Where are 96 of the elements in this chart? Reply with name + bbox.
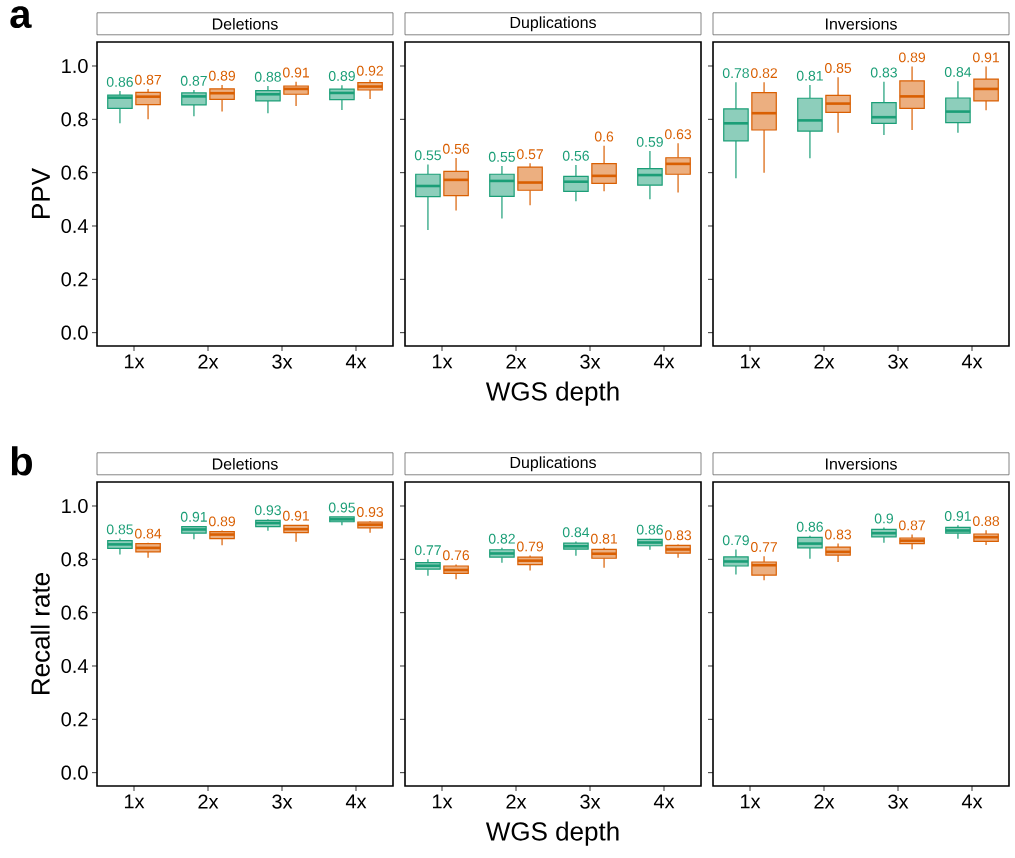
x-tick-label: 3x bbox=[888, 354, 909, 369]
x-tick-label: 3x bbox=[888, 794, 909, 809]
text: 0.63 bbox=[664, 129, 692, 140]
chart-title: Deletions bbox=[212, 17, 278, 30]
y-tick-label: 0.0 bbox=[61, 765, 88, 780]
y-tick-label: 1.0 bbox=[62, 498, 88, 514]
text: 0.55 bbox=[414, 150, 441, 161]
text: 0.89 bbox=[208, 70, 236, 81]
text: 0.79 bbox=[516, 541, 544, 552]
text: 0.56 bbox=[562, 150, 589, 161]
text: 0.88 bbox=[254, 71, 281, 82]
x-tick-label: 1x bbox=[124, 354, 145, 369]
text: 0.9 bbox=[874, 513, 894, 524]
text: 0.77 bbox=[414, 545, 441, 556]
x-tick-label: 3x bbox=[272, 794, 293, 809]
text: 0.81 bbox=[796, 70, 823, 81]
text: 0.92 bbox=[356, 65, 383, 76]
text: 0.93 bbox=[356, 507, 384, 517]
text: 0.84 bbox=[944, 67, 972, 77]
x-tick-label: 2x bbox=[814, 354, 835, 369]
text: 0.87 bbox=[898, 520, 925, 531]
text: 0.91 bbox=[282, 67, 309, 78]
x-tick-label: 1x bbox=[432, 794, 453, 809]
chart-title: Inversions bbox=[826, 17, 897, 30]
text: 0.86 bbox=[796, 521, 823, 532]
x-tick-label: 2x bbox=[198, 354, 219, 369]
text: 0.56 bbox=[442, 143, 470, 154]
text: 0.88 bbox=[972, 516, 1000, 527]
chart-title: Duplications bbox=[510, 16, 596, 32]
x-axis-title: WGS depth bbox=[485, 821, 619, 846]
x-tick-label: 3x bbox=[580, 794, 601, 809]
text: 0.83 bbox=[824, 529, 852, 540]
y-tick-label: 0.2 bbox=[61, 712, 88, 727]
x-tick-label: 3x bbox=[580, 354, 601, 369]
text: 0.82 bbox=[750, 68, 777, 79]
text: 0.87 bbox=[180, 75, 207, 86]
text: 0.85 bbox=[106, 524, 133, 535]
y-tick-label: 0.6 bbox=[61, 165, 88, 180]
text: a bbox=[10, 6, 32, 29]
text: 0.86 bbox=[106, 76, 133, 87]
text: 0.93 bbox=[254, 505, 281, 516]
text: 0.81 bbox=[590, 533, 617, 544]
chart-title: Deletions bbox=[212, 457, 278, 470]
text: 0.84 bbox=[562, 527, 590, 538]
y-axis-title: Recall rate bbox=[30, 573, 50, 694]
text: 0.55 bbox=[488, 151, 515, 162]
chart-title: Inversions bbox=[826, 457, 897, 470]
x-tick-label: 4x bbox=[653, 354, 675, 369]
text: 0.89 bbox=[898, 52, 926, 63]
x-tick-label: 4x bbox=[345, 354, 367, 369]
x-tick-label: 1x bbox=[124, 794, 145, 809]
text: 0.91 bbox=[944, 511, 971, 521]
text: 0.57 bbox=[516, 149, 543, 160]
y-tick-label: 0.4 bbox=[61, 218, 88, 234]
x-tick-label: 2x bbox=[506, 354, 527, 369]
x-tick-label: 1x bbox=[432, 354, 453, 369]
y-tick-label: 0.8 bbox=[61, 112, 88, 127]
text: 0.76 bbox=[442, 550, 470, 561]
x-tick-label: 4x bbox=[961, 794, 983, 809]
text: 0.86 bbox=[636, 524, 663, 535]
text: 0.59 bbox=[636, 136, 663, 147]
text: 0.91 bbox=[282, 510, 309, 521]
y-axis-title: PPV bbox=[31, 168, 50, 218]
y-tick-label: 0.0 bbox=[61, 325, 88, 340]
text: 0.84 bbox=[134, 528, 162, 539]
text: b bbox=[11, 446, 32, 476]
text: 0.83 bbox=[870, 67, 897, 78]
x-tick-label: 2x bbox=[814, 794, 835, 809]
x-axis-title: WGS depth bbox=[485, 381, 619, 406]
x-tick-label: 2x bbox=[198, 794, 219, 809]
chart-title: Duplications bbox=[510, 456, 596, 472]
x-tick-label: 4x bbox=[961, 354, 983, 369]
text: 0.78 bbox=[722, 68, 749, 79]
text: 0.77 bbox=[750, 542, 777, 552]
x-tick-label: 4x bbox=[653, 794, 675, 809]
x-tick-label: 4x bbox=[345, 794, 367, 809]
y-tick-label: 1.0 bbox=[62, 58, 88, 74]
text: 0.82 bbox=[488, 533, 515, 544]
x-tick-label: 1x bbox=[740, 794, 761, 809]
y-tick-label: 0.4 bbox=[61, 658, 88, 674]
text: 0.95 bbox=[328, 502, 355, 513]
text: 0.91 bbox=[972, 52, 999, 63]
x-tick-label: 3x bbox=[272, 354, 293, 369]
y-tick-label: 0.6 bbox=[61, 605, 88, 620]
text: 0.79 bbox=[722, 535, 749, 546]
x-tick-label: 1x bbox=[740, 354, 761, 369]
text: 0.85 bbox=[824, 63, 852, 73]
text: 0.91 bbox=[180, 511, 207, 522]
y-tick-label: 0.2 bbox=[61, 272, 88, 287]
x-tick-label: 2x bbox=[506, 794, 527, 809]
text: 0.6 bbox=[594, 131, 614, 142]
y-tick-label: 0.8 bbox=[61, 552, 88, 567]
text: 0.83 bbox=[664, 530, 692, 541]
text: 0.87 bbox=[134, 74, 161, 85]
text: 0.89 bbox=[208, 516, 236, 527]
text: 0.89 bbox=[328, 71, 355, 81]
